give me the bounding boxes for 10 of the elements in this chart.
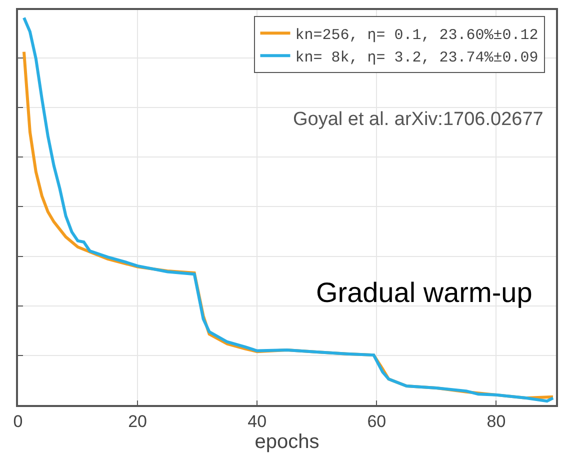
legend-label: kn=256, η= 0.1, 23.60%±0.12 bbox=[295, 27, 538, 44]
x-tick-label: 20 bbox=[128, 412, 148, 432]
x-axis-title: epochs bbox=[254, 431, 320, 454]
legend-label: kn= 8k, η= 3.2, 23.74%±0.09 bbox=[295, 50, 538, 67]
x-tick-label: 0 bbox=[13, 412, 23, 432]
x-tick-label: 80 bbox=[486, 412, 506, 432]
annotation: Goyal et al. arXiv:1706.02677 bbox=[293, 109, 544, 130]
x-tick-label: 40 bbox=[248, 412, 267, 432]
x-tick-label: 60 bbox=[367, 412, 386, 432]
annotation: Gradual warm-up bbox=[316, 277, 532, 308]
